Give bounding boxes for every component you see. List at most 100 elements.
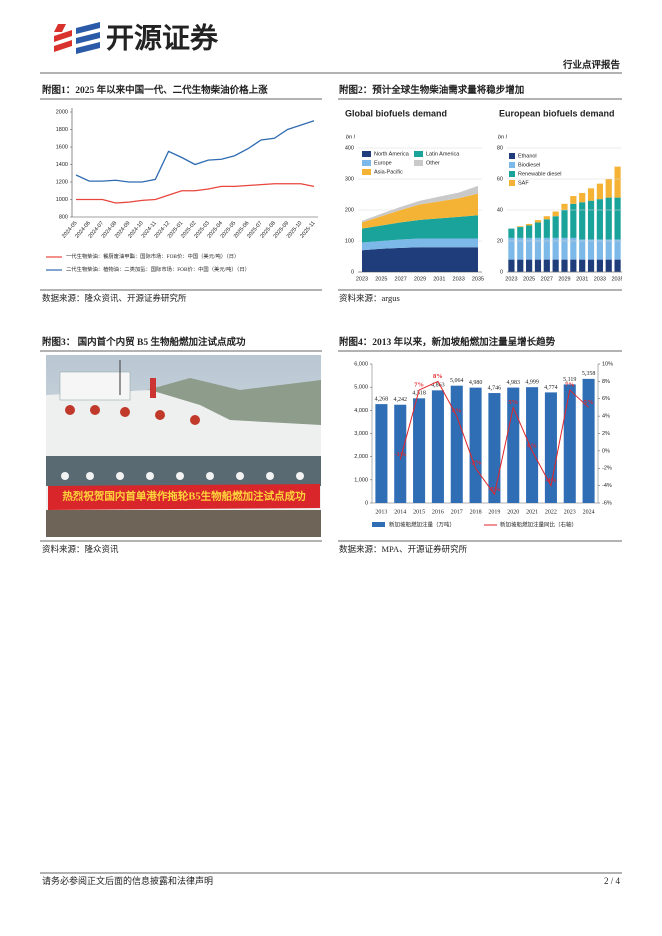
bar-segment: [587, 239, 595, 260]
series-line: [75, 120, 315, 183]
bar: [488, 393, 501, 503]
legend-label: Latin America: [426, 151, 460, 157]
legend-swatch: [509, 153, 515, 159]
data-label: 0%: [527, 442, 537, 449]
y2-tick-label: 0%: [602, 448, 610, 454]
y-tick-label: 1600: [56, 144, 68, 150]
legend-swatch: [362, 169, 371, 175]
legend-label: Biodiesel: [518, 162, 540, 168]
data-label: -5%: [488, 486, 500, 493]
bar-segment: [552, 211, 559, 217]
x-tick-label: 2031: [433, 276, 445, 282]
photo: [46, 355, 321, 537]
data-label: 7%: [565, 382, 575, 389]
y-tick-label: 40: [497, 207, 503, 213]
figure-caption: 附图1：2025 年以来中国一代、二代生物柴油价格上涨: [42, 84, 268, 96]
bar-segment: [543, 259, 550, 272]
data-label: 5%: [584, 399, 594, 406]
data-label: 5,064: [450, 378, 464, 384]
bar-segment: [552, 237, 559, 260]
brand: 开源证券: [106, 22, 219, 53]
bar-segment: [605, 239, 612, 260]
x-tick-label: 2023: [356, 276, 368, 282]
y-tick-label: 80: [497, 145, 503, 151]
y2-tick-label: 4%: [602, 414, 610, 420]
bar-segment: [534, 222, 542, 238]
bar-segment: [517, 237, 524, 260]
y-tick-label: 0: [500, 269, 503, 275]
legend-label: 新加坡船燃加注量（万吨）: [389, 520, 455, 528]
y-tick-label: 2,000: [354, 454, 368, 460]
bar: [507, 387, 520, 503]
legend-label: North America: [374, 151, 410, 157]
legend-swatch: [509, 180, 515, 186]
y-tick-label: 6,000: [354, 361, 368, 367]
legend-label: Ethanol: [518, 153, 537, 159]
axis: [71, 108, 318, 218]
y-tick-label: 20: [497, 238, 503, 244]
report-type: 行业点评报告: [562, 59, 621, 71]
x-tick-label: 2021: [526, 509, 538, 515]
figure-rules: [40, 98, 622, 542]
data-label: 4,983: [507, 380, 521, 386]
figure-source: 数据来源：隆众资讯、开源证券研究所: [42, 293, 187, 303]
x-tick-label: 2013: [375, 509, 387, 515]
bar: [375, 404, 388, 503]
bar-segment: [534, 259, 542, 272]
bar-segment: [543, 237, 550, 260]
bar: [431, 390, 444, 503]
bar-segment: [517, 226, 524, 228]
axis: [371, 364, 599, 504]
bar-segment: [561, 237, 568, 260]
legend-swatch: [362, 151, 371, 157]
x-tick-label: 2023: [505, 276, 517, 282]
legend-label: 新加坡船燃加注量同比（右轴）: [500, 520, 577, 528]
legend-swatch: [414, 160, 423, 166]
bar-segment: [561, 210, 568, 238]
chart-title: European biofuels demand: [499, 108, 615, 118]
figure-source: 资料来源：argus: [339, 293, 400, 303]
bar-segment: [587, 259, 595, 272]
chart-group: 2023 2025 2027 2029 2031 2033 2035: [505, 166, 622, 282]
bar-segment: [596, 259, 603, 272]
data-label: -1%: [394, 451, 406, 458]
bar-segment: [517, 259, 524, 272]
x-tick-label: 2019: [488, 509, 500, 515]
y-tick-label: 400: [345, 145, 354, 151]
bar: [394, 404, 407, 503]
logo: [54, 22, 100, 54]
bar-segment: [579, 202, 586, 240]
bar-segment: [561, 259, 568, 272]
data-label: 4,518: [412, 391, 426, 397]
data-label: 4,980: [469, 380, 483, 386]
bar-segment: [508, 228, 515, 238]
legend-label: 一代生物柴油：餐厨废油甲酯：国际市场：FOB价：中国（美元/吨）（日）: [66, 252, 239, 260]
area: [362, 238, 478, 251]
data-label: -2%: [470, 460, 482, 467]
chart-title: Global biofuels demand: [345, 108, 447, 118]
data-label: 4,242: [394, 397, 408, 403]
y-axis-unit: bn l: [346, 134, 356, 140]
bar-segment: [543, 219, 550, 238]
data-label: 4,746: [488, 385, 502, 391]
legend-label: SAF: [518, 180, 529, 186]
bar-segment: [614, 259, 621, 272]
bar: [563, 384, 576, 503]
figure-caption: 附图4：2013 年以来，新加坡船燃加注量呈增长趋势: [339, 336, 556, 348]
data-label: 5,358: [582, 371, 596, 377]
y2-tick-label: 10%: [602, 361, 613, 367]
legend-label: Asia-Pacific: [374, 169, 403, 175]
legend-swatch: [509, 171, 515, 177]
x-tick-label: 2027: [395, 276, 407, 282]
bar-segment: [614, 166, 621, 198]
y2-tick-label: 2%: [602, 431, 610, 437]
bar-segment: [508, 259, 515, 272]
data-label: 4,774: [544, 385, 558, 391]
x-tick-label: 2020: [507, 509, 519, 515]
data-label: 5,119: [563, 377, 576, 383]
area: [362, 185, 478, 223]
bar-segment: [508, 237, 515, 260]
bar-segment: [552, 259, 559, 272]
legend-label: Other: [426, 160, 440, 166]
